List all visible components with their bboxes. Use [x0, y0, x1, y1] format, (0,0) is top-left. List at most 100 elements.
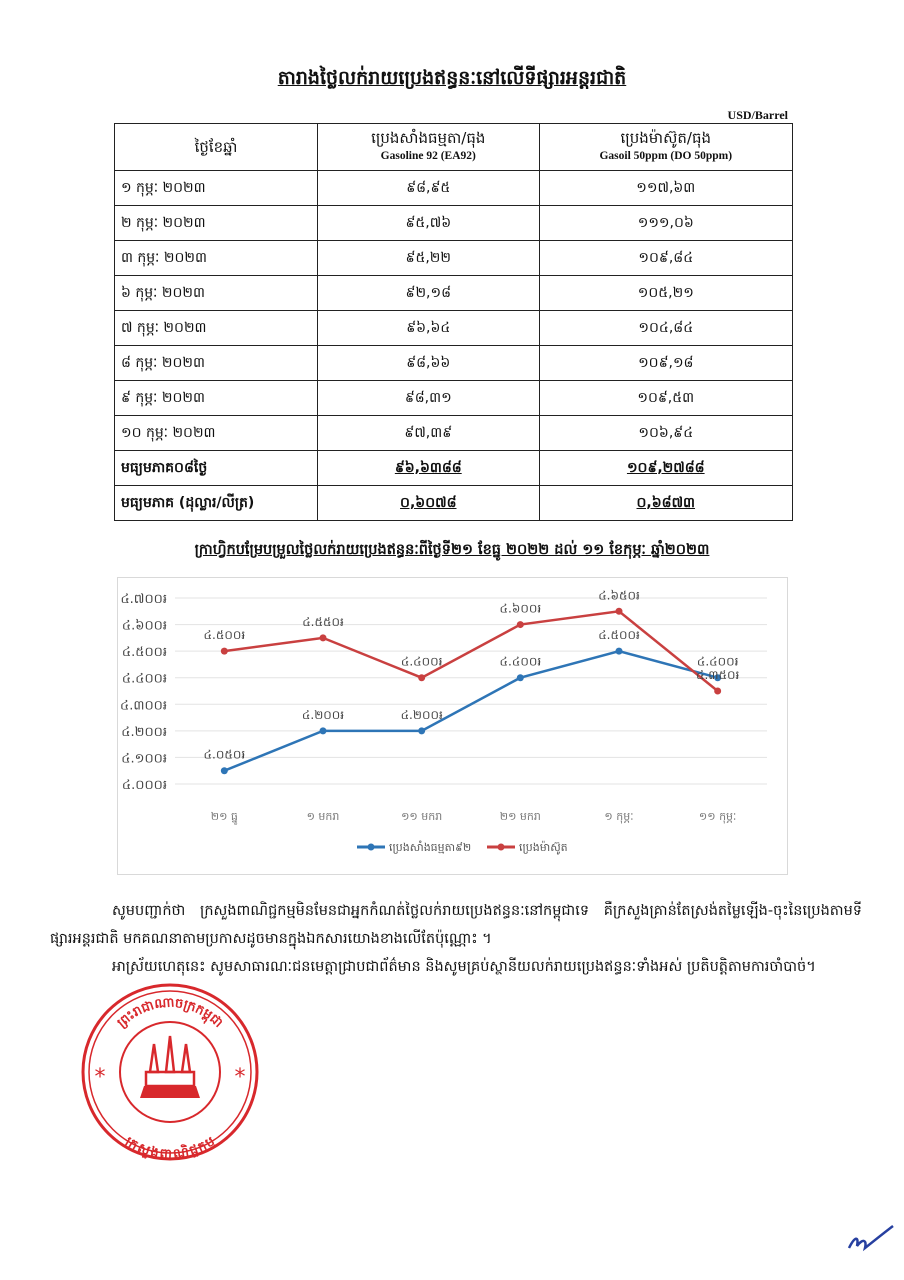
average-row: មធ្យមភាគ០៨ថ្ងៃ ៩៦,៦៣៨៨ ១០៩,២៧៨៨	[114, 450, 794, 486]
paragraph-clarification: សូមបញ្ជាក់ថា ក្រសួងពាណិជ្ជកម្មមិនមែនជាអ្…	[50, 903, 862, 947]
gasoline-price-cell: ៩៥,២២	[317, 240, 540, 276]
x-tick-label: ១ មករា	[307, 810, 340, 823]
data-label: ៤.៥០០៛	[598, 628, 640, 642]
table-row: ៦ កុម្ភៈ ២០២៣ ៩២,១៨ ១០៥,២១	[114, 275, 794, 311]
diesel-price-cell: ១០៥,២១	[538, 275, 794, 311]
gasoline-price-cell: ៩៦,៦៣៨៨	[317, 450, 540, 486]
legend-label: ប្រេងម៉ាស៊ូត	[519, 840, 568, 855]
gasoline-price-cell: ៩២,១៨	[317, 275, 540, 311]
diesel-price-cell: ១០៩,៥៣	[538, 380, 794, 416]
data-label: ៤.២០០៛	[302, 708, 344, 722]
y-tick-label: ៤.១០០៛	[121, 751, 167, 766]
data-point-0	[714, 674, 722, 682]
data-label: ៤.៣៥០៛	[696, 668, 740, 682]
x-tick-label: ២១ មករា	[500, 810, 541, 823]
data-label: ៤.៦៥០៛	[598, 588, 640, 602]
diesel-price-cell: ១០៩,៨៤	[538, 240, 794, 276]
y-tick-label: ៤.២០០៛	[121, 725, 167, 740]
y-tick-label: ៤.៧០០៛	[120, 592, 167, 607]
angkor-wat-emblem	[140, 1035, 200, 1098]
diesel-price-cell: ១០៩,២៧៨៨	[538, 450, 794, 486]
diesel-price-cell: ១១១,០៦	[538, 205, 794, 241]
data-point-1	[615, 607, 623, 615]
x-tick-label: ១១ មករា	[401, 810, 442, 823]
table-row: ១ កុម្ភៈ ២០២៣ ៩៨,៩៥ ១១៧,៦៣	[114, 170, 794, 206]
table-header-row: ថ្ងៃខែឆ្នាំ ប្រេងសាំងធម្មតា/ធុង Gasoline …	[114, 123, 794, 171]
diesel-price-cell: ១១៧,៦៣	[538, 170, 794, 206]
date-cell: ១០ កុម្ភៈ ២០២៣	[114, 415, 318, 451]
legend-label: ប្រេងសាំងធម្មតា៩២	[389, 840, 471, 854]
data-label: ៤.០៥០៛	[204, 748, 246, 762]
date-cell: មធ្យមភាគ (ដុល្លារ/លីត្រ)	[114, 485, 318, 521]
y-tick-label: ៤.៦០០៛	[122, 619, 167, 634]
diesel-price-cell: ១០៦,៩៤	[538, 415, 794, 451]
data-label: ៤.២០០៛	[401, 708, 443, 722]
gasoline-price-cell: ៩៧,៣៩	[317, 415, 540, 451]
y-tick-label: ៤.៥០០៛	[122, 645, 167, 660]
date-cell: ២ កុម្ភៈ ២០២៣	[114, 205, 318, 241]
chart-title: ក្រាហ្វិកបម្រែបម្រួលថ្លៃលក់រាយប្រេងឥន្ធន…	[194, 542, 710, 558]
unit-label: USD/Barrel	[727, 108, 788, 122]
date-cell: ៨ កុម្ភៈ ២០២៣	[114, 345, 318, 381]
ministry-seal: ព្រះរាជាណាចក្រកម្ពុជា ក្រសួងពាណិជ្ជកម្ម …	[81, 983, 259, 1162]
data-label: ៤.៥៥០៛	[302, 615, 344, 629]
y-tick-label: ៤.០០០៛	[122, 778, 167, 793]
table-row: ៨ កុម្ភៈ ២០២៣ ៩៨,៦៦ ១០៩,១៨	[114, 345, 794, 381]
date-cell: ៧ កុម្ភៈ ២០២៣	[114, 310, 318, 346]
x-tick-label: ១១ កុម្ភៈ	[699, 810, 736, 824]
data-point-0	[418, 727, 426, 735]
price-line-chart: ៤.០០០៛ ៤.១០០៛ ៤.២០០៛ ៤.៣០០៛ ៤.៤០០៛ ៤.៥០០៛ ៤.៦០…	[117, 577, 788, 875]
data-label: ៤.៤០០៛	[500, 655, 542, 669]
data-point-0	[220, 767, 228, 775]
gasoline-price-cell: ៩៨,៦៦	[317, 345, 540, 381]
date-cell: ៩ កុម្ភៈ ២០២៣	[114, 380, 318, 416]
gasoline-price-cell: ០,៦០៧៨	[317, 485, 540, 521]
y-tick-label: ៤.៤០០៛	[122, 672, 167, 687]
series-line-1	[224, 609, 719, 692]
header-diesel: ប្រេងម៉ាស៊ូត/ធុង Gasoil 50ppm (DO 50ppm)	[538, 123, 794, 171]
data-point-1	[220, 647, 228, 655]
header-date: ថ្ងៃខែឆ្នាំ	[114, 123, 318, 171]
data-label: ៤.៥០០៛	[204, 628, 246, 642]
legend-marker	[367, 843, 375, 851]
gasoline-price-cell: ៩៦,៦៤	[317, 310, 540, 346]
diesel-price-cell: ១០៤,៨៤	[538, 310, 794, 346]
signature-mark	[847, 1225, 894, 1252]
data-point-0	[319, 727, 327, 735]
header-gasoline: ប្រេងសាំងធម្មតា/ធុង Gasoline 92 (EA92)	[317, 123, 540, 171]
diesel-price-cell: ១០៩,១៨	[538, 345, 794, 381]
data-point-1	[418, 674, 426, 682]
gasoline-price-cell: ៩៥,៧៦	[317, 205, 540, 241]
y-tick-label: ៤.៣០០៛	[120, 698, 167, 713]
svg-text:ក្រសួងពាណិជ្ជកម្ម: ក្រសួងពាណិជ្ជកម្ម	[122, 1134, 217, 1162]
average-row: មធ្យមភាគ (ដុល្លារ/លីត្រ) ០,៦០៧៨ ០,៦៨៧៣	[114, 485, 794, 521]
table-row: ១០ កុម្ភៈ ២០២៣ ៩៧,៣៩ ១០៦,៩៤	[114, 415, 794, 451]
data-point-0	[615, 647, 623, 655]
price-table: ថ្ងៃខែឆ្នាំ ប្រេងសាំងធម្មតា/ធុង Gasoline …	[114, 123, 794, 521]
date-cell: ៣ កុម្ភៈ ២០២៣	[114, 240, 318, 276]
date-cell: ១ កុម្ភៈ ២០២៣	[114, 170, 318, 206]
data-label: ៤.៤០០៛	[697, 655, 739, 669]
seal-star-left: *	[95, 1065, 106, 1090]
table-row: ៧ កុម្ភៈ ២០២៣ ៩៦,៦៤ ១០៤,៨៤	[114, 310, 794, 346]
table-row: ២ កុម្ភៈ ២០២៣ ៩៥,៧៦ ១១១,០៦	[114, 205, 794, 241]
date-cell: ៦ កុម្ភៈ ២០២៣	[114, 275, 318, 311]
diesel-price-cell: ០,៦៨៧៣	[538, 485, 794, 521]
gasoline-price-cell: ៩៨,៣១	[317, 380, 540, 416]
gasoline-price-cell: ៩៨,៩៥	[317, 170, 540, 206]
x-tick-label: ២១ ធ្នូ	[211, 810, 238, 825]
data-point-1	[516, 621, 524, 629]
data-label: ៤.៤០០៛	[401, 655, 443, 669]
date-cell: មធ្យមភាគ០៨ថ្ងៃ	[114, 450, 318, 486]
data-point-1	[714, 687, 722, 695]
document-title: តារាងថ្លៃលក់រាយប្រេងឥន្ធនៈនៅលើទីផ្សារអន្…	[277, 67, 627, 89]
table-row: ៩ កុម្ភៈ ២០២៣ ៩៨,៣១ ១០៩,៥៣	[114, 380, 794, 416]
table-row: ៣ កុម្ភៈ ២០២៣ ៩៥,២២ ១០៩,៨៤	[114, 240, 794, 276]
chart-frame	[117, 577, 788, 875]
legend-marker	[497, 843, 505, 851]
x-tick-label: ១ កុម្ភៈ	[604, 810, 633, 824]
data-point-0	[516, 674, 524, 682]
paragraph-notice: អាស្រ័យហេតុនេះ សូមសាធារណៈជនមេត្តាជ្រាបជា…	[112, 959, 816, 975]
series-line-0	[223, 649, 718, 772]
data-point-1	[319, 634, 327, 642]
